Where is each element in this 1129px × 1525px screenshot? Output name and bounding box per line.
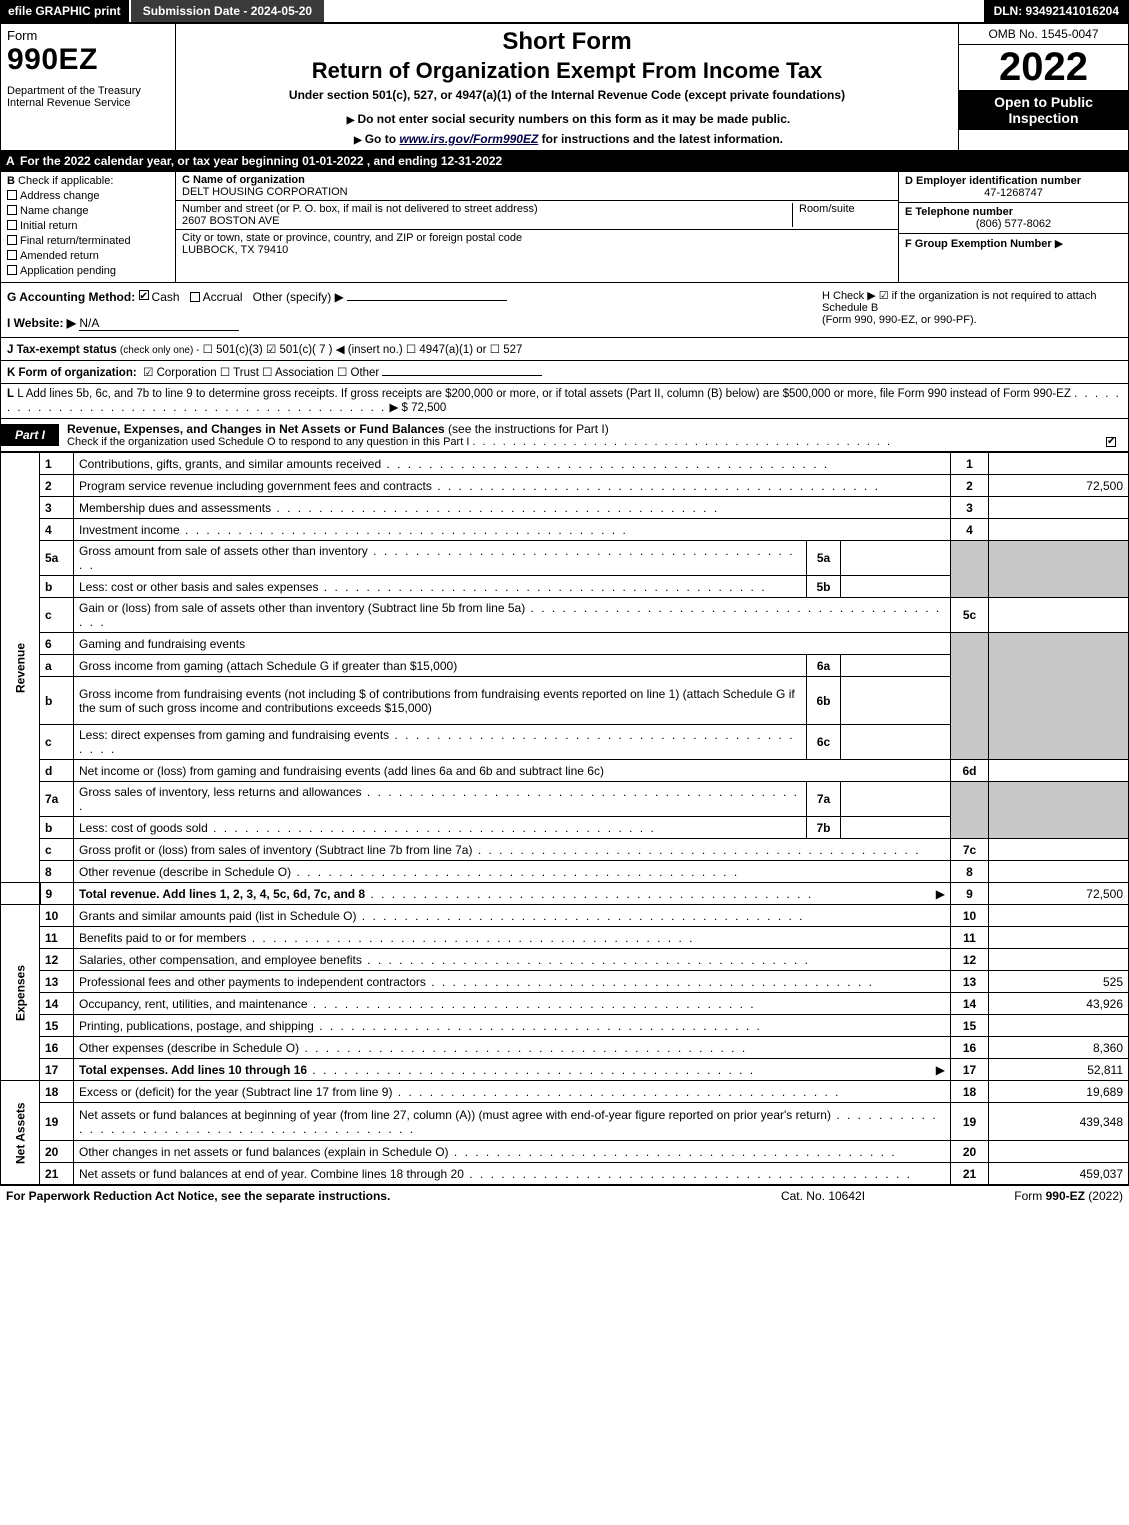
omb-number: OMB No. 1545-0047 (959, 24, 1128, 45)
expenses-sidelabel: Expenses (1, 905, 40, 1081)
line-16: 16Other expenses (describe in Schedule O… (1, 1037, 1129, 1059)
line-14-value: 43,926 (989, 993, 1129, 1015)
short-form-title: Short Form (182, 28, 952, 56)
part1-tab: Part I (1, 424, 59, 446)
line-19: 19Net assets or fund balances at beginni… (1, 1103, 1129, 1141)
form-header: Form 990EZ Department of the Treasury In… (0, 23, 1129, 151)
line-11: 11Benefits paid to or for members 11 (1, 927, 1129, 949)
netassets-sidelabel: Net Assets (1, 1081, 40, 1185)
do-not-enter: Do not enter social security numbers on … (182, 112, 952, 126)
page-footer: For Paperwork Reduction Act Notice, see … (0, 1185, 1129, 1206)
return-title: Return of Organization Exempt From Incom… (182, 58, 952, 84)
website-value: N/A (79, 316, 239, 331)
org-street: 2607 BOSTON AVE (182, 215, 792, 227)
line-14: 14Occupancy, rent, utilities, and mainte… (1, 993, 1129, 1015)
section-e: E Telephone number (806) 577-8062 (899, 203, 1128, 234)
line-10: Expenses 10 Grants and similar amounts p… (1, 905, 1129, 927)
cb-schedule-o[interactable] (1106, 437, 1116, 447)
form-label: Form (7, 28, 169, 43)
section-bcdef: B Check if applicable: Address change Na… (0, 171, 1129, 283)
line-8: 8 Other revenue (describe in Schedule O)… (1, 861, 1129, 883)
ein-value: 47-1268747 (905, 187, 1122, 199)
section-i: I Website: ▶ N/A (7, 316, 802, 331)
revenue-sidelabel: Revenue (1, 453, 40, 883)
line-13-value: 525 (989, 971, 1129, 993)
submission-date: Submission Date - 2024-05-20 (131, 0, 324, 22)
section-h: H Check ▶ ☑ if the organization is not r… (822, 289, 1122, 331)
paperwork-notice: For Paperwork Reduction Act Notice, see … (6, 1189, 723, 1203)
cb-final-return[interactable]: Final return/terminated (7, 234, 169, 247)
section-g: G Accounting Method: Cash Accrual Other … (7, 289, 802, 304)
catalog-number: Cat. No. 10642I (723, 1189, 923, 1203)
section-l: L L Add lines 5b, 6c, and 7b to line 9 t… (0, 384, 1129, 419)
section-def: D Employer identification number 47-1268… (898, 172, 1128, 282)
line-6d: d Net income or (loss) from gaming and f… (1, 760, 1129, 782)
section-d: D Employer identification number 47-1268… (899, 172, 1128, 203)
irs-link[interactable]: www.irs.gov/Form990EZ (399, 132, 538, 146)
line-1: Revenue 1 Contributions, gifts, grants, … (1, 453, 1129, 475)
part1-table: Revenue 1 Contributions, gifts, grants, … (0, 452, 1129, 1185)
cb-cash[interactable] (139, 290, 149, 300)
line-9-value: 72,500 (989, 883, 1129, 905)
line-21: 21Net assets or fund balances at end of … (1, 1163, 1129, 1185)
line-5c: c Gain or (loss) from sale of assets oth… (1, 598, 1129, 633)
section-f: F Group Exemption Number ▶ (899, 234, 1128, 253)
line-7c: c Gross profit or (loss) from sales of i… (1, 839, 1129, 861)
line-16-value: 8,360 (989, 1037, 1129, 1059)
line-7a: 7a Gross sales of inventory, less return… (1, 782, 1129, 817)
phone-value: (806) 577-8062 (905, 218, 1122, 230)
under-section: Under section 501(c), 527, or 4947(a)(1)… (182, 88, 952, 102)
line-15: 15Printing, publications, postage, and s… (1, 1015, 1129, 1037)
cb-amended-return[interactable]: Amended return (7, 249, 169, 262)
line-21-value: 459,037 (989, 1163, 1129, 1185)
section-j: J Tax-exempt status (check only one) - ☐… (0, 338, 1129, 361)
line-13: 13Professional fees and other payments t… (1, 971, 1129, 993)
section-k: K Form of organization: ☑ Corporation ☐ … (0, 361, 1129, 384)
line-18-value: 19,689 (989, 1081, 1129, 1103)
line-2-value: 72,500 (989, 475, 1129, 497)
header-right: OMB No. 1545-0047 2022 Open to Public In… (958, 24, 1128, 150)
section-ghi: G Accounting Method: Cash Accrual Other … (0, 283, 1129, 338)
section-c: C Name of organization DELT HOUSING CORP… (176, 172, 898, 282)
form-footer: Form 990-EZ (2022) (923, 1189, 1123, 1203)
line-a: A For the 2022 calendar year, or tax yea… (0, 151, 1129, 171)
dept-treasury: Department of the Treasury (7, 85, 169, 97)
header-left: Form 990EZ Department of the Treasury In… (1, 24, 176, 150)
line-19-value: 439,348 (989, 1103, 1129, 1141)
header-middle: Short Form Return of Organization Exempt… (176, 24, 958, 150)
open-to-public: Open to Public Inspection (959, 90, 1128, 130)
line-12: 12Salaries, other compensation, and empl… (1, 949, 1129, 971)
line-20: 20Other changes in net assets or fund ba… (1, 1141, 1129, 1163)
tax-year: 2022 (959, 45, 1128, 90)
line-2: 2 Program service revenue including gove… (1, 475, 1129, 497)
org-name: DELT HOUSING CORPORATION (182, 186, 892, 198)
line-5a: 5a Gross amount from sale of assets othe… (1, 541, 1129, 576)
line-9: 9 Total revenue. Add lines 1, 2, 3, 4, 5… (1, 883, 1129, 905)
part1-header: Part I Revenue, Expenses, and Changes in… (0, 419, 1129, 452)
line-6: 6 Gaming and fundraising events (1, 633, 1129, 655)
line-l-amount: ▶ $ 72,500 (389, 402, 446, 414)
room-suite: Room/suite (792, 203, 892, 227)
cb-initial-return[interactable]: Initial return (7, 219, 169, 232)
form-number: 990EZ (7, 43, 169, 77)
cb-name-change[interactable]: Name change (7, 204, 169, 217)
line-17-value: 52,811 (989, 1059, 1129, 1081)
org-city: LUBBOCK, TX 79410 (182, 244, 892, 256)
line-18: Net Assets 18Excess or (deficit) for the… (1, 1081, 1129, 1103)
line-17: 17Total expenses. Add lines 10 through 1… (1, 1059, 1129, 1081)
line-4: 4 Investment income 4 (1, 519, 1129, 541)
cb-address-change[interactable]: Address change (7, 189, 169, 202)
top-bar: efile GRAPHIC print Submission Date - 20… (0, 0, 1129, 23)
cb-application-pending[interactable]: Application pending (7, 264, 169, 277)
cb-accrual[interactable] (190, 292, 200, 302)
irs-label: Internal Revenue Service (7, 97, 169, 109)
section-b: B Check if applicable: Address change Na… (1, 172, 176, 282)
line-3: 3 Membership dues and assessments 3 (1, 497, 1129, 519)
goto-instructions: Go to www.irs.gov/Form990EZ for instruct… (182, 132, 952, 146)
efile-print-button[interactable]: efile GRAPHIC print (0, 0, 131, 22)
dln-label: DLN: 93492141016204 (984, 0, 1129, 22)
